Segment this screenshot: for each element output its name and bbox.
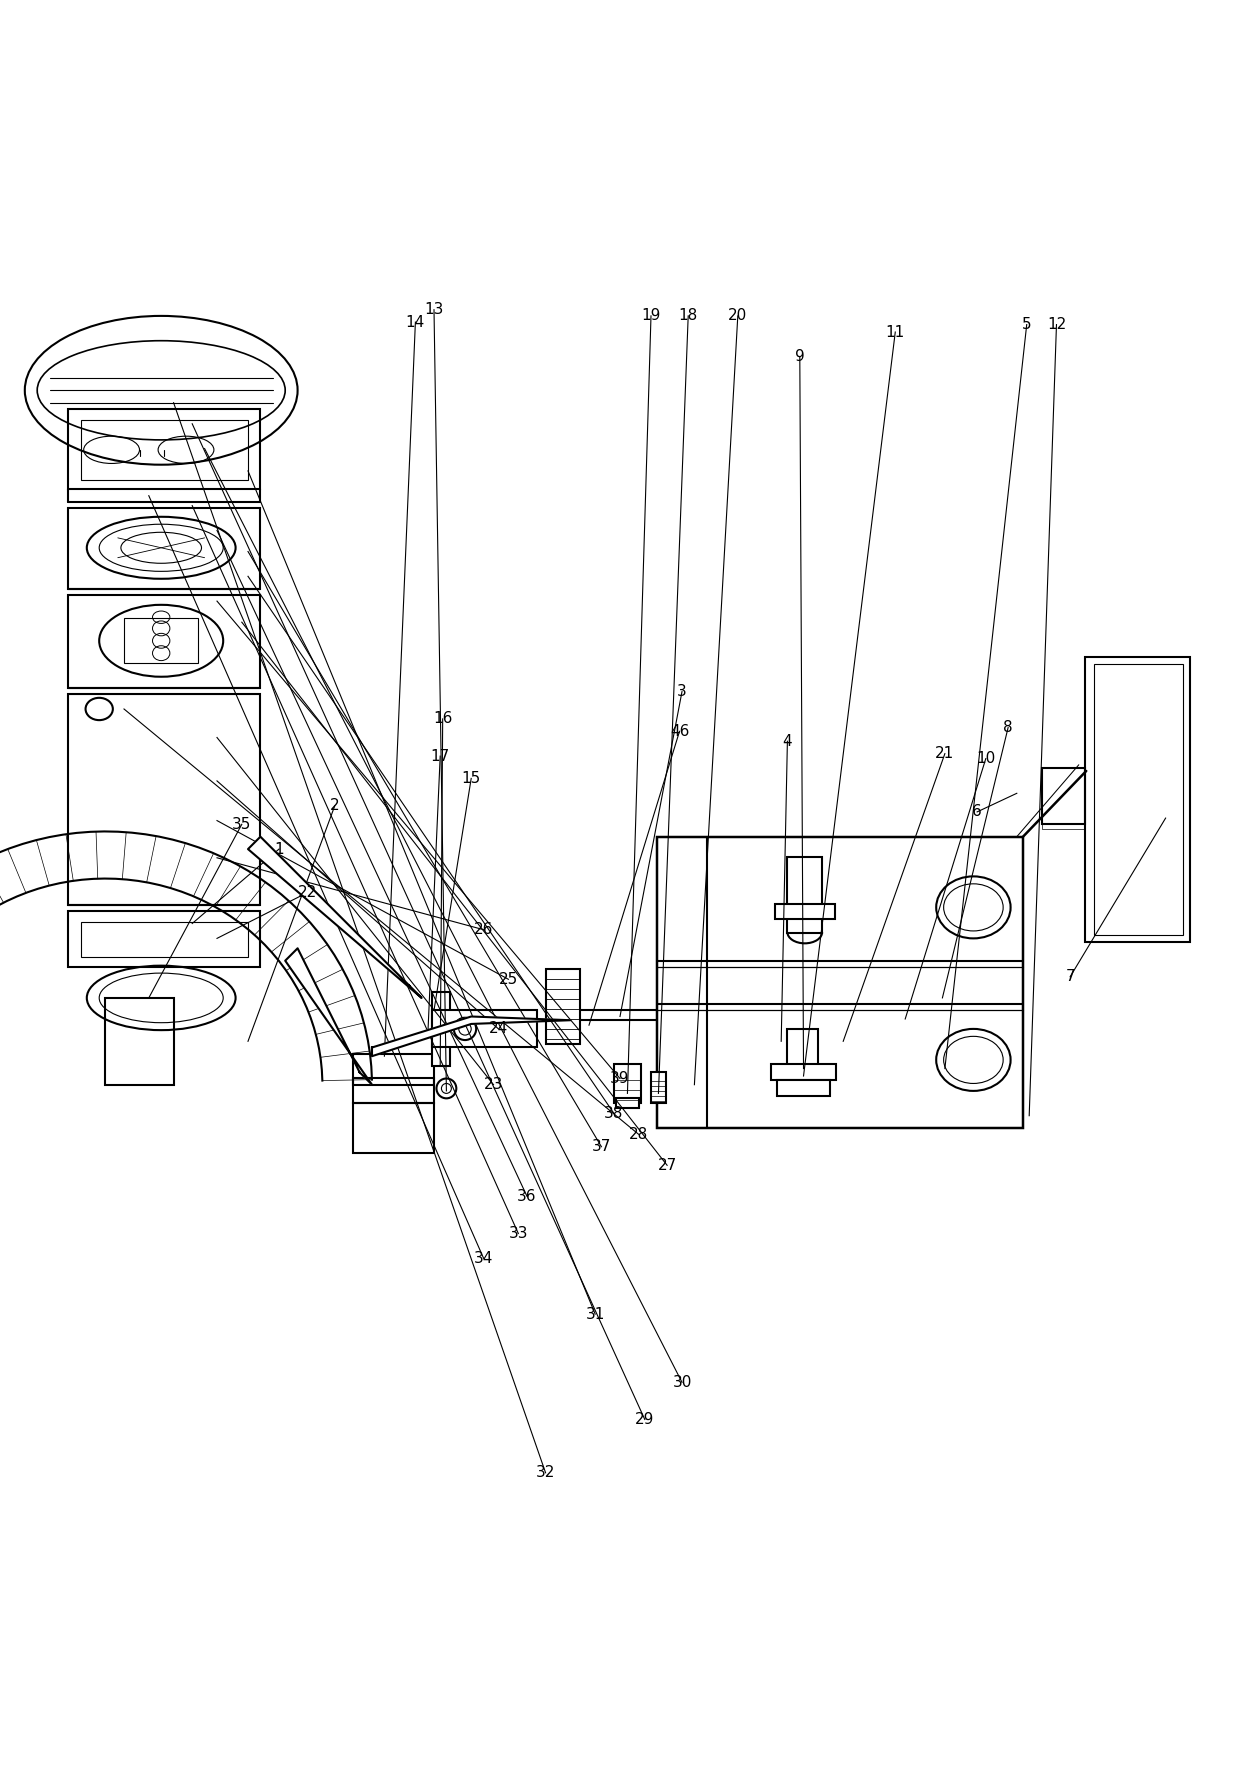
Bar xyxy=(787,1028,818,1091)
Polygon shape xyxy=(248,837,422,998)
Text: 28: 28 xyxy=(629,1126,649,1142)
Bar xyxy=(1042,823,1085,830)
Bar xyxy=(657,837,1023,1128)
Bar xyxy=(105,998,174,1085)
Bar xyxy=(432,1010,537,1048)
Polygon shape xyxy=(285,948,372,1085)
Text: 17: 17 xyxy=(430,748,450,764)
Text: 18: 18 xyxy=(678,309,698,323)
Text: 26: 26 xyxy=(474,923,494,937)
Text: 1: 1 xyxy=(274,841,284,857)
Bar xyxy=(68,910,260,967)
Bar xyxy=(775,903,835,919)
Text: 8: 8 xyxy=(1003,719,1013,735)
Ellipse shape xyxy=(454,1017,476,1041)
Text: 24: 24 xyxy=(489,1021,508,1037)
Bar xyxy=(68,409,260,489)
Bar xyxy=(68,594,260,687)
Text: 3: 3 xyxy=(677,684,687,700)
Polygon shape xyxy=(372,1016,570,1057)
Text: 12: 12 xyxy=(1047,318,1066,332)
Bar xyxy=(68,509,260,589)
Bar xyxy=(124,618,198,662)
Bar xyxy=(68,694,260,905)
Text: 11: 11 xyxy=(885,325,905,339)
Text: 34: 34 xyxy=(474,1251,494,1266)
Text: 29: 29 xyxy=(635,1412,655,1426)
Text: 10: 10 xyxy=(976,751,996,766)
Bar xyxy=(787,857,822,934)
Text: 21: 21 xyxy=(935,746,955,760)
Ellipse shape xyxy=(436,1078,456,1098)
Bar xyxy=(432,992,450,1066)
Text: 4: 4 xyxy=(782,734,792,748)
Bar xyxy=(616,1098,639,1108)
Text: 6: 6 xyxy=(972,805,982,819)
Text: 15: 15 xyxy=(461,771,481,785)
Bar xyxy=(1094,664,1183,935)
Text: 46: 46 xyxy=(670,723,689,739)
Text: 32: 32 xyxy=(536,1465,556,1480)
Text: 27: 27 xyxy=(657,1158,677,1173)
Text: 36: 36 xyxy=(517,1189,537,1203)
Text: 5: 5 xyxy=(1022,318,1032,332)
Text: 39: 39 xyxy=(610,1071,630,1085)
Text: 2: 2 xyxy=(330,798,340,814)
Bar xyxy=(353,1103,434,1153)
Bar xyxy=(353,1053,434,1103)
Bar xyxy=(353,1078,434,1085)
Text: 25: 25 xyxy=(498,971,518,987)
Text: 19: 19 xyxy=(641,309,661,323)
Bar xyxy=(81,419,248,480)
Bar xyxy=(1085,657,1190,942)
Text: 20: 20 xyxy=(728,309,748,323)
Text: 35: 35 xyxy=(232,818,252,832)
Text: 16: 16 xyxy=(433,712,453,726)
Bar xyxy=(1042,769,1085,825)
Text: 22: 22 xyxy=(298,885,317,900)
Bar xyxy=(777,1080,830,1096)
Text: 31: 31 xyxy=(585,1307,605,1321)
Text: 23: 23 xyxy=(484,1076,503,1092)
Text: 13: 13 xyxy=(424,302,444,318)
Text: 7: 7 xyxy=(1065,969,1075,984)
Bar xyxy=(81,923,248,957)
Text: 33: 33 xyxy=(508,1226,528,1241)
Bar xyxy=(614,1064,641,1103)
Bar xyxy=(546,969,580,1044)
Text: 30: 30 xyxy=(672,1374,692,1391)
Text: 9: 9 xyxy=(795,350,805,364)
Bar xyxy=(771,1064,836,1080)
Text: 37: 37 xyxy=(591,1139,611,1155)
Bar xyxy=(651,1073,666,1103)
Text: 38: 38 xyxy=(604,1105,624,1121)
Text: 14: 14 xyxy=(405,314,425,330)
